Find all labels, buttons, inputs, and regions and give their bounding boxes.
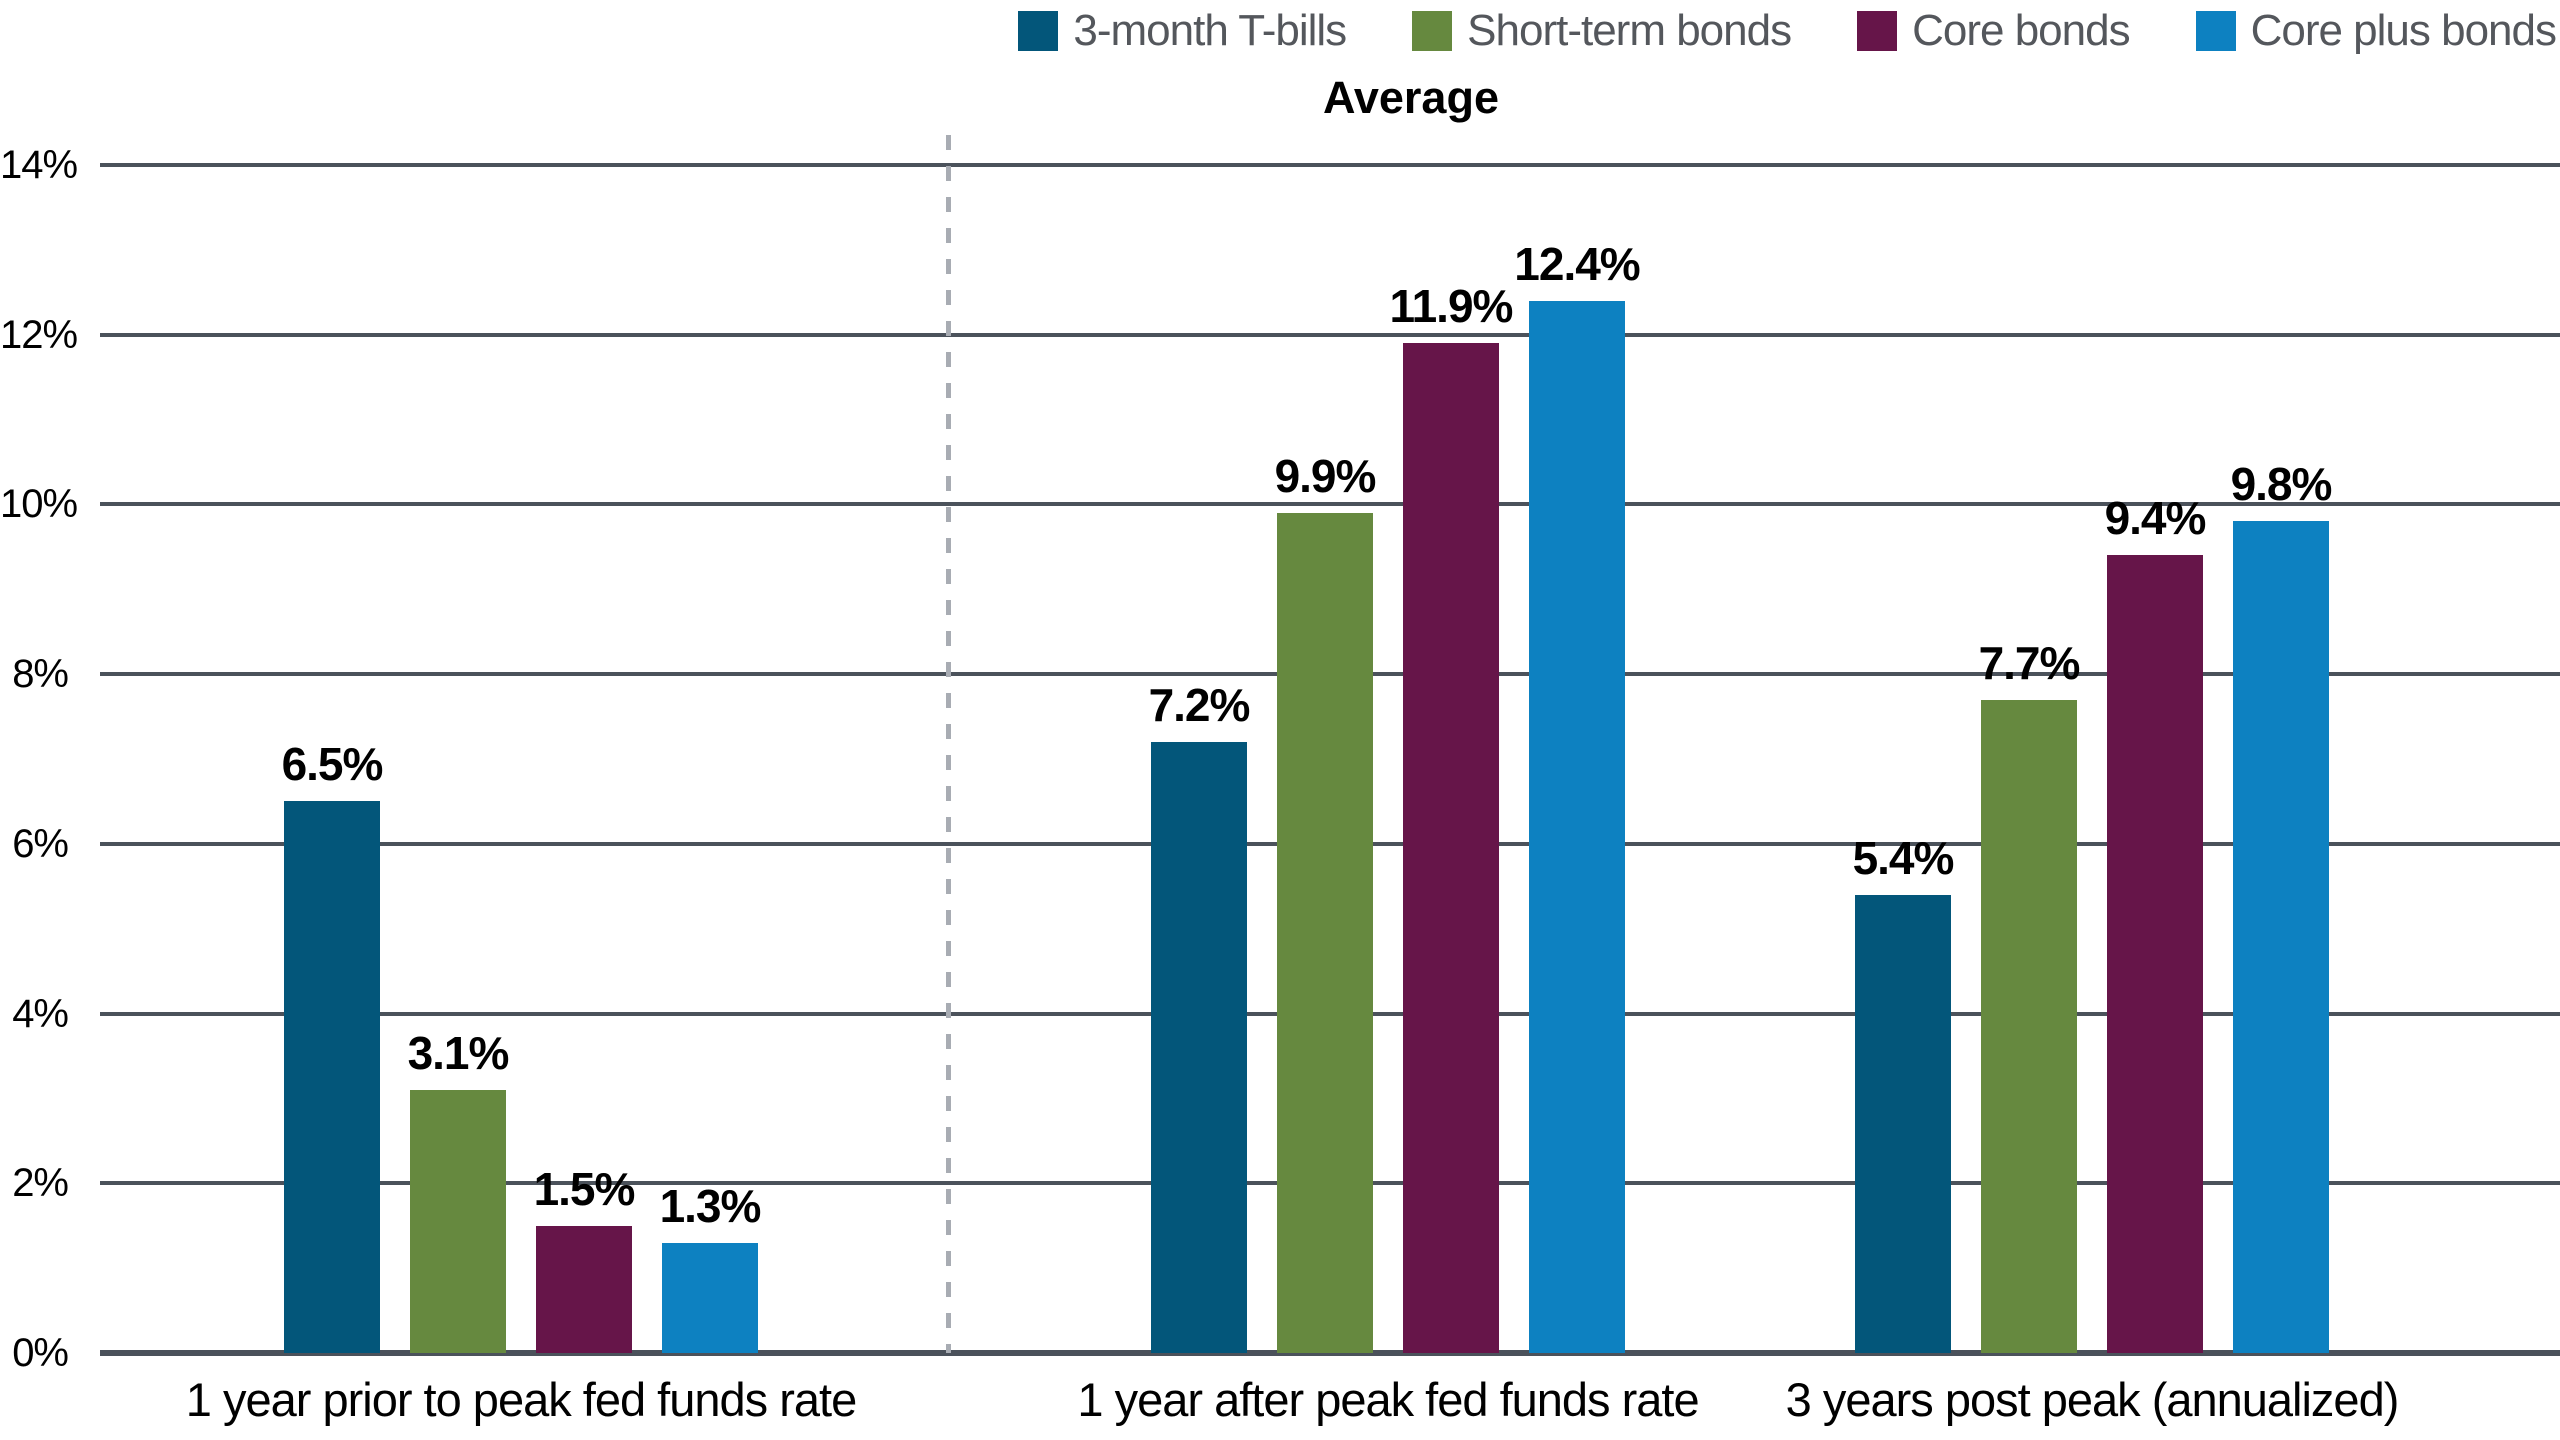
bar-value-label: 5.4% [1852, 831, 1955, 884]
bar-value-label: 9.4% [2104, 492, 2207, 545]
legend: 3-month T-bills Short-term bonds Core bond… [1018, 6, 2557, 56]
bar-short-term-bonds [1277, 512, 1373, 1353]
legend-swatch-core-bonds [1857, 11, 1898, 51]
bar-value-label: 9.9% [1274, 449, 1377, 502]
legend-swatch-short-term-bonds [1412, 11, 1453, 51]
y-axis-tick-label: 4% [12, 991, 69, 1036]
bar-value-label: 1.5% [533, 1162, 636, 1215]
bar-core-plus-bonds [2233, 521, 2329, 1353]
bar-short-term-bonds [1981, 699, 2077, 1353]
bar-3-month-t-bills [1151, 742, 1247, 1353]
bar-core-bonds [1403, 343, 1499, 1353]
gridline [100, 332, 2560, 337]
x-axis-line [100, 1350, 2560, 1356]
y-axis-tick-label: 2% [12, 1161, 69, 1206]
gridline [100, 163, 2560, 167]
category-label: 1 year after peak fed funds rate [1077, 1373, 1699, 1426]
legend-item: Core bonds [1857, 6, 2131, 56]
category-divider-line [946, 135, 951, 1353]
legend-label: Core plus bonds [2250, 6, 2557, 55]
category-label: 3 years post peak (annualized) [1785, 1373, 2400, 1426]
bar-3-month-t-bills [1855, 894, 1951, 1353]
bar-core-plus-bonds [1529, 300, 1625, 1353]
bar-value-label: 3.1% [407, 1026, 510, 1079]
legend-item: Short-term bonds [1412, 6, 1792, 56]
gridline [100, 502, 2560, 507]
bar-value-label: 11.9% [1389, 280, 1514, 333]
y-axis-tick-label: 10% [0, 482, 78, 527]
bar-core-bonds [2107, 555, 2203, 1353]
y-axis-tick-label: 8% [12, 652, 69, 697]
legend-label: Short-term bonds [1467, 6, 1792, 55]
bar-short-term-bonds [410, 1089, 506, 1353]
chart-title: Average [1323, 72, 1499, 123]
y-axis-tick-label: 14% [0, 143, 78, 187]
y-axis-tick-label: 0% [12, 1331, 69, 1375]
bar-value-label: 7.7% [1978, 636, 2081, 689]
bar-3-month-t-bills [284, 801, 380, 1353]
bar-core-bonds [536, 1225, 632, 1353]
legend-swatch-3-month-t-bills [1018, 11, 1059, 51]
bar-value-label: 7.2% [1148, 679, 1251, 732]
bar-value-label: 1.3% [659, 1179, 762, 1232]
legend-item: 3-month T-bills [1018, 6, 1347, 56]
bar-core-plus-bonds [662, 1242, 758, 1353]
legend-label: 3-month T-bills [1073, 6, 1347, 55]
bar-value-label: 9.8% [2230, 458, 2333, 511]
bar-value-label: 6.5% [281, 738, 384, 791]
y-axis-tick-label: 12% [0, 312, 78, 357]
legend-swatch-core-plus-bonds [2195, 11, 2236, 51]
category-label: 1 year prior to peak fed funds rate [185, 1373, 857, 1426]
legend-item: Core plus bonds [2195, 6, 2557, 56]
bar-value-label: 12.4% [1514, 237, 1640, 290]
legend-label: Core bonds [1912, 6, 2130, 55]
y-axis-tick-label: 6% [12, 821, 69, 866]
